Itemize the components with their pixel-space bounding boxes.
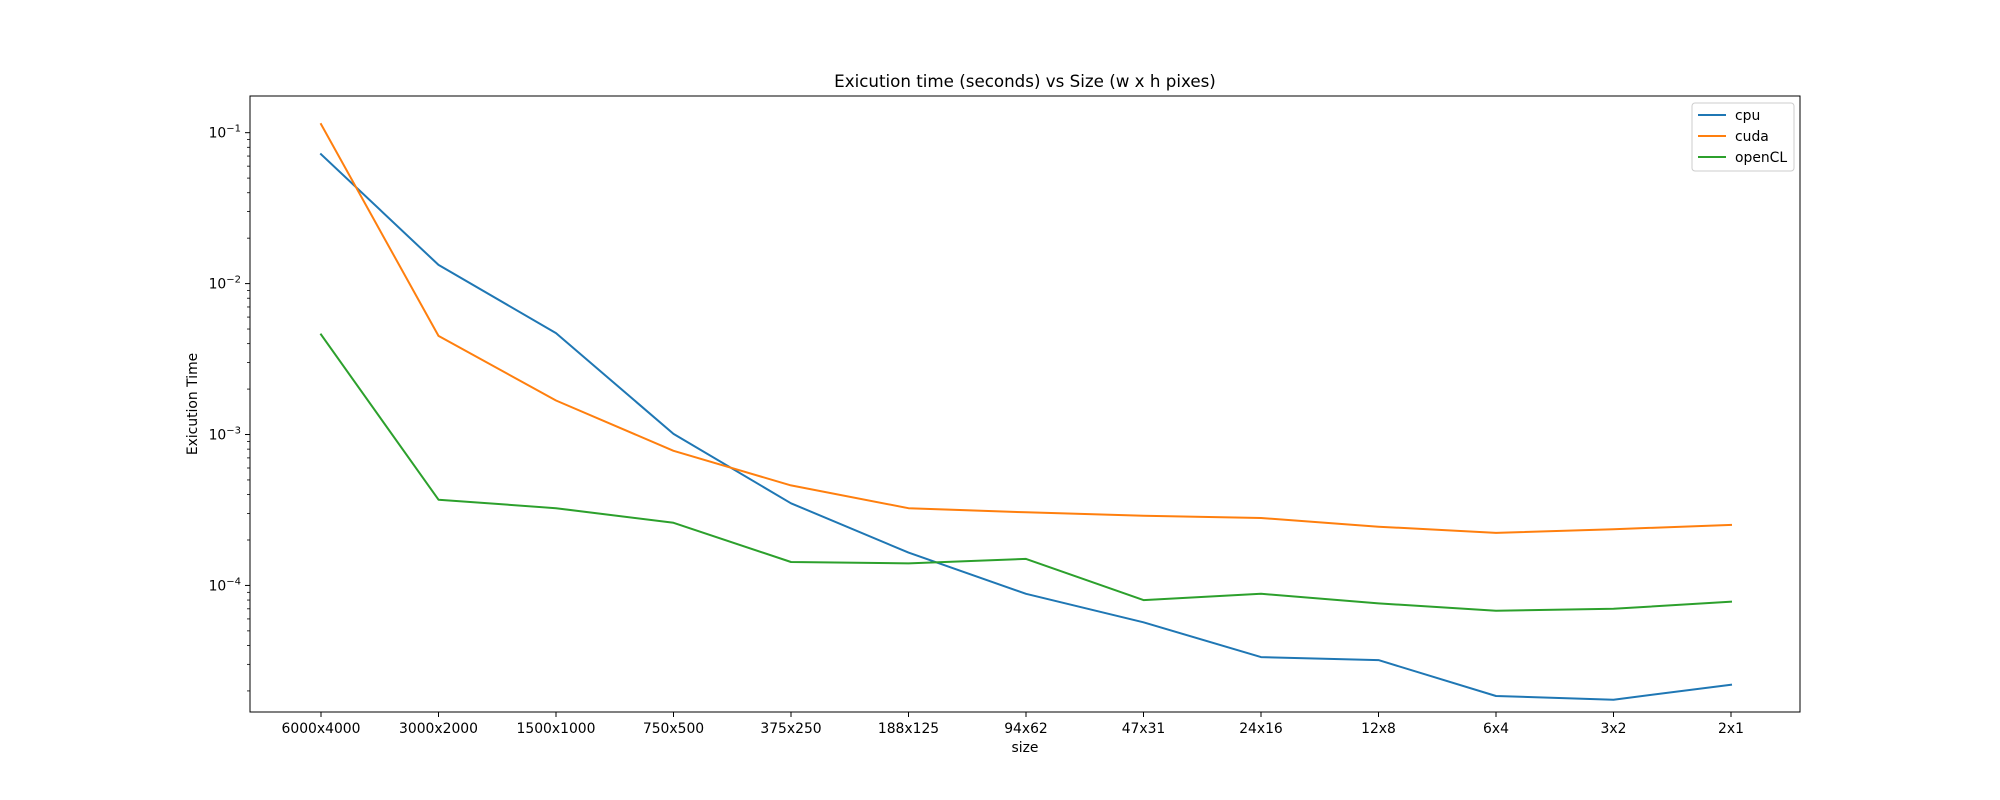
legend-label-cpu: cpu bbox=[1735, 108, 1760, 124]
x-tick-label: 94x62 bbox=[1004, 721, 1048, 737]
legend-label-cuda: cuda bbox=[1735, 129, 1769, 145]
y-axis: 10−1 10−2 10−3 10−4 bbox=[209, 124, 250, 692]
y-axis-label: Exicution Time bbox=[185, 353, 201, 455]
y-tick-label: 10−1 bbox=[209, 124, 241, 142]
x-tick-label: 2x1 bbox=[1718, 721, 1744, 737]
x-tick-label: 3000x2000 bbox=[399, 721, 478, 737]
x-tick-label: 3x2 bbox=[1601, 721, 1627, 737]
x-axis-label: size bbox=[1012, 740, 1039, 756]
x-tick-label: 6x4 bbox=[1483, 721, 1509, 737]
x-tick-label: 12x8 bbox=[1361, 721, 1396, 737]
x-tick-label: 24x16 bbox=[1239, 721, 1283, 737]
series-line-cpu bbox=[319, 152, 1733, 701]
legend: cpu cuda openCL bbox=[1691, 102, 1795, 172]
x-tick-label: 375x250 bbox=[760, 721, 821, 737]
x-tick-label: 750x500 bbox=[643, 721, 704, 737]
y-tick-label: 10−3 bbox=[209, 426, 241, 444]
series-line-cuda bbox=[319, 122, 1733, 534]
x-axis: 6000x4000 3000x2000 1500x1000 750x500 375x25… bbox=[282, 712, 1744, 737]
axes-frame bbox=[249, 95, 1801, 713]
legend-label-opencl: openCL bbox=[1735, 150, 1787, 166]
chart-title: Exicution time (seconds) vs Size (w x h … bbox=[834, 71, 1216, 91]
series-group bbox=[319, 122, 1733, 701]
series-line-opencl bbox=[319, 333, 1733, 612]
x-tick-label: 188x125 bbox=[878, 721, 939, 737]
x-tick-label: 1500x1000 bbox=[517, 721, 596, 737]
x-tick-label: 6000x4000 bbox=[282, 721, 361, 737]
x-tick-label: 47x31 bbox=[1122, 721, 1166, 737]
y-tick-label: 10−2 bbox=[209, 275, 241, 293]
y-tick-label: 10−4 bbox=[209, 576, 241, 594]
legend-box bbox=[1691, 102, 1795, 172]
